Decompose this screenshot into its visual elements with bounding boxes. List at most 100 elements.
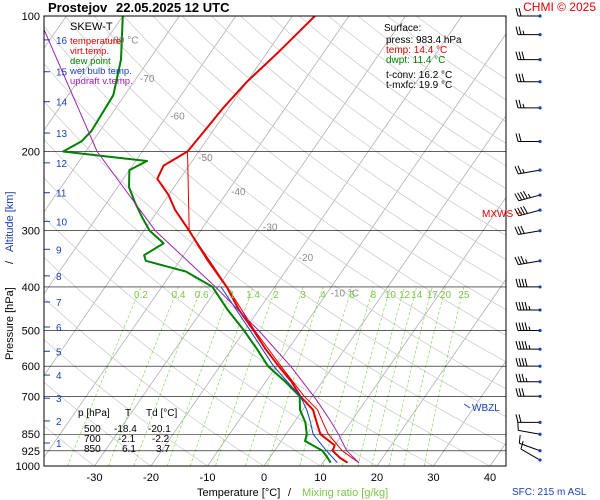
dry-adiabat (44, 425, 96, 466)
mixing-ratio-label: 14 (411, 290, 423, 301)
isotherm-line (44, 16, 237, 295)
wind-barb (515, 133, 542, 144)
wind-barb-staff (518, 194, 541, 202)
table-cell: 700 (84, 434, 101, 445)
wind-barb-staff (520, 448, 541, 461)
wind-barb-full (517, 256, 522, 265)
wind-barb (517, 422, 542, 436)
wind-barb-dot (538, 458, 542, 462)
wind-barb-full (521, 278, 525, 288)
pressure-tick-label: 100 (22, 11, 40, 23)
mixing-ratio-label: 0.2 (134, 290, 148, 301)
altitude-tick-label: 4 (56, 371, 62, 382)
isotherm-line (44, 16, 180, 213)
wind-barb-full (520, 191, 525, 200)
wind-barb-dot (538, 328, 542, 333)
temperature-tick-label: 20 (371, 472, 383, 484)
altitude-tick-label: 3 (56, 394, 62, 405)
surface-dewpoint: dwpt: 11.4 °C (386, 55, 445, 66)
dry-adiabat (44, 100, 506, 446)
wind-barb (515, 99, 542, 110)
wind-barb-full (524, 278, 528, 288)
wind-barb-dot (538, 364, 542, 368)
mixing-ratio-label: 4 (320, 290, 326, 301)
profile-line-dew-point (62, 16, 332, 464)
wind-barb-half (528, 345, 531, 350)
pressure-tick-label: 500 (22, 326, 40, 338)
wind-barb-full (515, 133, 519, 142)
wind-barb-staff (518, 230, 541, 236)
temperature-tick-label: 0 (261, 472, 267, 484)
wind-barb-full (518, 278, 522, 288)
isotherm-label: -20 (299, 253, 314, 264)
dry-adiabat (44, 381, 152, 466)
temperature-tick-label: 30 (427, 472, 439, 484)
isotherm-line (376, 278, 506, 466)
wind-barb-staff (518, 169, 541, 175)
mixing-ratio-line (245, 286, 304, 466)
table-header-p: p [hPa] (78, 408, 110, 419)
surface-elevation: SFC: 215 m ASL (512, 487, 587, 498)
wind-barb-full (515, 414, 519, 423)
dry-adiabat (44, 63, 506, 417)
altitude-tick-label: 12 (56, 159, 68, 170)
wind-barb-full (515, 301, 519, 311)
wind-barb-dot (538, 394, 542, 398)
wbzl-label: WBZL (472, 403, 500, 414)
wind-barb (515, 388, 542, 398)
wbzl-tick (463, 403, 471, 409)
altitude-tick-label: 11 (56, 189, 67, 200)
mixing-ratio-label: 1 (229, 290, 235, 301)
wind-barb-dot (538, 380, 542, 384)
wind-barb (520, 440, 542, 462)
wind-barb-half (528, 326, 531, 331)
surface-info: Surface: press: 983.4 hPa temp: 14.4 °C … (384, 23, 462, 91)
mixing-ratio-line (423, 286, 465, 466)
wind-barb-full (515, 278, 519, 288)
wind-barb-full (521, 301, 525, 311)
isotherm-line (320, 196, 506, 466)
isotherm-label: -30 (263, 223, 278, 234)
pressure-tick-label: 925 (22, 446, 40, 458)
mixing-ratio-label: 0.6 (195, 290, 209, 301)
mixing-ratio-label: 6 (349, 290, 355, 301)
wind-barb-staff (518, 429, 541, 435)
mixing-ratio-line (215, 286, 277, 466)
y-axis-altitude-label: Altitude [km] (4, 191, 16, 252)
surface-pressure: press: 983.4 hPa (386, 35, 462, 46)
wind-barb (514, 190, 542, 202)
wind-barb-half (525, 377, 528, 382)
wind-barb-dot (538, 308, 542, 312)
wind-barb-full (524, 341, 528, 350)
dry-adiabat (64, 16, 506, 363)
dry-adiabat (152, 16, 506, 285)
altitude-tick-label: 1 (56, 439, 62, 450)
wind-barb-dot (538, 432, 542, 436)
table-header-t: T (125, 408, 131, 419)
level-table: p [hPa] T Td [°C] 500 -18.4 -20.1 700 -2… (78, 408, 177, 455)
surface-tconv: t-conv: 16.2 °C (386, 70, 452, 81)
wind-barb-full (520, 206, 525, 215)
mixing-ratio-line (166, 286, 233, 466)
table-cell: -20.1 (148, 424, 171, 435)
wind-barb-staff (519, 442, 541, 452)
wind-barb-full (515, 373, 519, 382)
wind-barb-full (518, 73, 522, 82)
temperature-tick-label: -10 (200, 472, 216, 484)
dry-adiabat (44, 138, 491, 466)
wind-barb (514, 165, 542, 175)
altitude-tick-label: 8 (56, 272, 62, 283)
wind-barb (515, 341, 542, 351)
wind-barb-dot (538, 14, 542, 18)
wind-barb-full (515, 322, 519, 331)
legend-entry: virt.temp. (70, 46, 109, 57)
wind-barb-full (518, 301, 522, 311)
isotherm-line (94, 16, 406, 466)
dry-adiabat (44, 216, 378, 466)
pressure-tick-label: 700 (22, 391, 40, 403)
profile-line-updraft-v-temp (44, 28, 360, 464)
wind-barb-dot (538, 58, 542, 62)
wind-barb-full (521, 341, 525, 350)
chart-title: SKEW-T (70, 21, 113, 33)
